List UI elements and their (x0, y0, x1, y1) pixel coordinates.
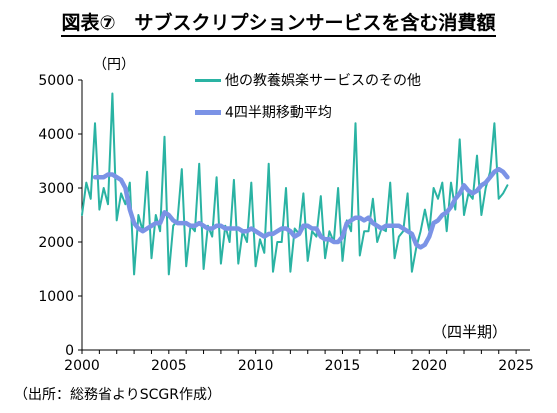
y-tick-label: 0 (65, 343, 74, 359)
legend-swatch-blue (195, 110, 221, 115)
y-unit-label: （円） (93, 57, 135, 73)
legend-series-2: 4四半期移動平均 (195, 102, 332, 122)
y-tick-label: 3000 (38, 181, 74, 197)
source-note: （出所：総務省よりSCGR作成） (14, 387, 221, 403)
x-tick-label: 2025 (498, 358, 534, 374)
y-tick-label: 5000 (38, 73, 74, 89)
x-tick-label: 2010 (238, 358, 274, 374)
chart-title: 図表⑦ サブスクリプションサービスを含む消費額 (0, 8, 557, 37)
series-line-other-entertainment (81, 92, 509, 276)
y-tick-label: 2000 (38, 235, 74, 251)
legend-label-2: 4四半期移動平均 (225, 105, 332, 121)
series-line-moving-average (92, 166, 510, 250)
y-tick-label: 4000 (38, 127, 74, 143)
x-period-label: （四半期） (432, 323, 508, 341)
x-tick-label: 2015 (325, 358, 361, 374)
legend-swatch-teal (195, 79, 221, 82)
x-tick-label: 2005 (151, 358, 187, 374)
y-tick-label: 1000 (38, 289, 74, 305)
legend-series-1: 他の教養娯楽サービスのその他 (195, 70, 421, 90)
legend-label-1: 他の教養娯楽サービスのその他 (225, 73, 421, 89)
x-tick-label: 2020 (411, 358, 447, 374)
x-tick-label: 2000 (64, 358, 100, 374)
